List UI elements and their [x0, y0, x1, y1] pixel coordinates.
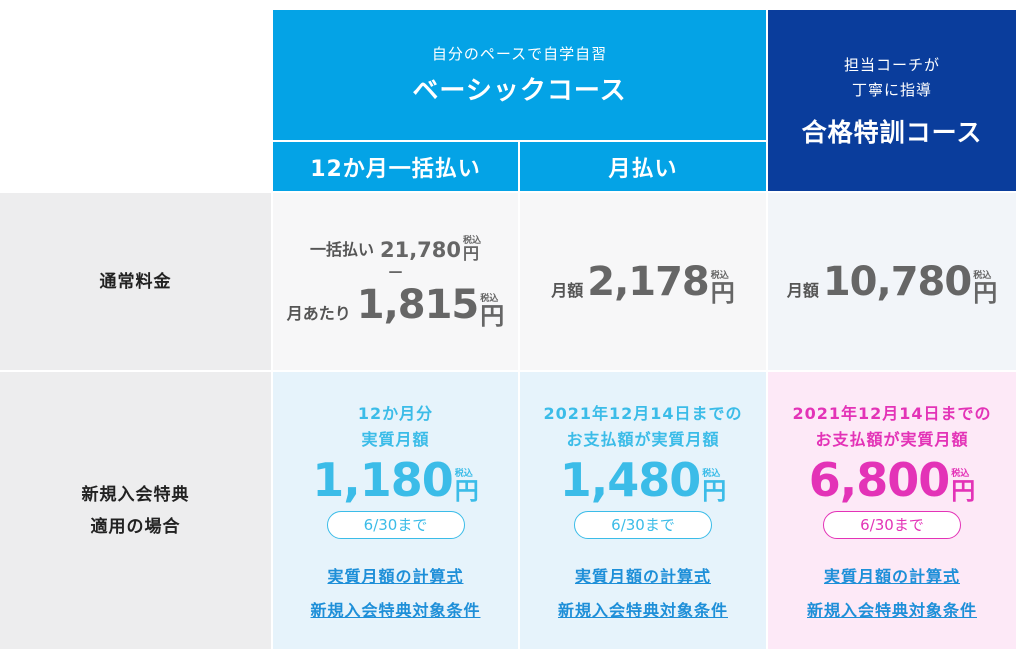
tax-included-label: 税込 [951, 468, 970, 479]
benefit-premium-desc-2: お支払額が実質月額 [815, 429, 969, 449]
benefit-premium-desc-1: 2021年12月14日までの [792, 403, 992, 423]
benefit-annual-cell: 12か月分 実質月額 1,180 税込 円 6/30まで 実質月額の計算式 新規… [273, 372, 518, 649]
premium-course-title: 合格特訓コース [801, 117, 983, 147]
lump-sum-amount: 21,780 [379, 237, 462, 262]
normal-price-monthly-cell: 月額 2,178 税込 円 [520, 193, 766, 370]
premium-monthly-amount: 10,780 [822, 258, 972, 305]
yen-unit: 円 [463, 243, 480, 263]
tax-included-label: 税込 [454, 468, 473, 479]
conditions-link[interactable]: 新規入会特典対象条件 [806, 600, 977, 620]
basic-course-title: ベーシックコース [412, 76, 627, 106]
benefit-row-label: 新規入会特典 適用の場合 [0, 372, 271, 649]
monthly-price: 月額 2,178 税込 円 [551, 259, 735, 305]
formula-link[interactable]: 実質月額の計算式 [823, 566, 960, 586]
tax-included-label: 税込 [480, 293, 499, 304]
deadline-badge: 6/30まで [823, 510, 961, 539]
per-month-amount: 1,815 [356, 281, 480, 328]
benefit-premium-cell: 2021年12月14日までの お支払額が実質月額 6,800 税込 円 6/30… [768, 372, 1016, 649]
benefit-premium-amount: 6,800 [808, 452, 951, 507]
premium-monthly-price: 月額 10,780 税込 円 [787, 259, 997, 305]
annual-payment-header: 12か月一括払い [273, 142, 518, 191]
premium-course-subtitle-2: 丁寧に指導 [851, 80, 932, 99]
yen-unit: 円 [702, 476, 727, 505]
premium-course-subtitle-1: 担当コーチが [843, 55, 940, 74]
premium-monthly-label: 月額 [786, 280, 819, 300]
yen-unit: 円 [973, 278, 998, 307]
benefit-annual-desc-1: 12か月分 [357, 403, 434, 423]
premium-course-header: 担当コーチが 丁寧に指導 合格特訓コース [768, 10, 1016, 191]
normal-price-label: 通常料金 [99, 271, 172, 292]
lump-sum-price: 一括払い 21,780 税込 円 [310, 236, 481, 262]
per-month-label: 月あたり [286, 303, 351, 323]
yen-unit: 円 [454, 476, 479, 505]
benefit-monthly-cell: 2021年12月14日までの お支払額が実質月額 1,480 税込 円 6/30… [520, 372, 766, 649]
benefit-monthly-amount: 1,480 [559, 452, 702, 507]
tax-included-label: 税込 [973, 270, 992, 281]
basic-course-subtitle: 自分のペースで自学自習 [431, 45, 608, 63]
normal-price-row-label: 通常料金 [0, 193, 271, 370]
benefit-monthly-desc-2: お支払額が実質月額 [566, 429, 720, 449]
price-separator: — [388, 263, 403, 280]
benefit-annual-amount: 1,180 [312, 452, 454, 507]
monthly-payment-header: 月払い [520, 142, 766, 191]
tax-included-label: 税込 [702, 468, 721, 479]
benefit-label-line2: 適用の場合 [90, 516, 181, 537]
tax-included-label: 税込 [710, 270, 729, 281]
benefit-annual-price: 1,180 税込 円 [312, 457, 479, 503]
formula-link[interactable]: 実質月額の計算式 [574, 566, 711, 586]
lump-sum-label: 一括払い [309, 239, 374, 259]
yen-unit: 円 [480, 301, 505, 330]
formula-link[interactable]: 実質月額の計算式 [327, 566, 464, 586]
deadline-badge: 6/30まで [574, 510, 712, 539]
yen-unit: 円 [951, 476, 976, 505]
conditions-link[interactable]: 新規入会特典対象条件 [557, 600, 728, 620]
yen-unit: 円 [710, 278, 735, 307]
benefit-monthly-desc-1: 2021年12月14日までの [543, 403, 743, 423]
conditions-link[interactable]: 新規入会特典対象条件 [310, 600, 481, 620]
tax-included-label: 税込 [463, 235, 482, 246]
benefit-monthly-price: 1,480 税込 円 [560, 457, 727, 503]
per-month-price: 月あたり 1,815 税込 円 [287, 282, 505, 328]
monthly-amount: 2,178 [587, 258, 710, 305]
benefit-premium-price: 6,800 税込 円 [809, 457, 976, 503]
basic-course-header: 自分のペースで自学自習 ベーシックコース [273, 10, 766, 140]
benefit-annual-desc-2: 実質月額 [361, 429, 430, 449]
normal-price-annual-cell: 一括払い 21,780 税込 円 — 月あたり 1,815 税込 円 [273, 193, 518, 370]
monthly-label: 月額 [551, 280, 584, 300]
benefit-label-line1: 新規入会特典 [81, 484, 190, 505]
normal-price-premium-cell: 月額 10,780 税込 円 [768, 193, 1016, 370]
deadline-badge: 6/30まで [326, 510, 465, 539]
